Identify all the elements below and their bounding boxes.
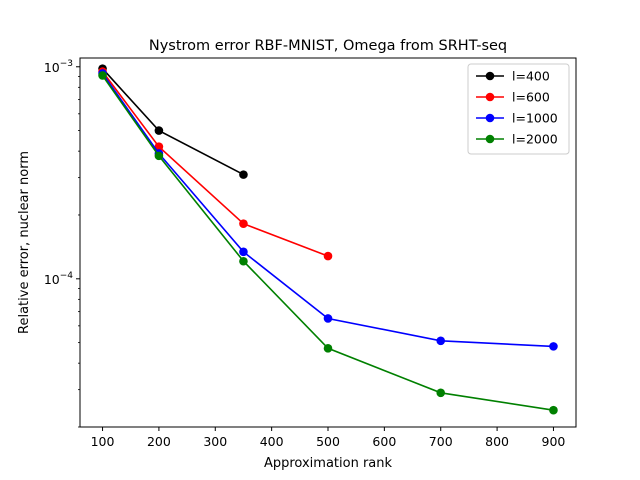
y-tick-label: 10−3 [44, 59, 73, 75]
series-line [101, 73, 554, 348]
data-point [239, 219, 248, 228]
y-tick-label: 10−4 [44, 271, 73, 287]
legend: l=400 l=600 l=1000 l=2000 [467, 63, 570, 155]
series-l=400 [98, 64, 248, 179]
legend-marker [485, 113, 495, 123]
data-point [239, 170, 248, 179]
x-tick-label: 200 [147, 434, 171, 449]
legend-box [467, 63, 570, 155]
legend-item: l=1000 [476, 111, 558, 126]
x-tick-label: 500 [316, 434, 340, 449]
data-point [436, 336, 446, 346]
x-tick-label: 700 [429, 434, 453, 449]
data-point [323, 251, 333, 261]
series-l=2000 [98, 71, 558, 415]
x-tick-label: 900 [542, 434, 566, 449]
legend-item: l=400 [476, 69, 550, 84]
data-point [549, 405, 558, 415]
data-point [239, 247, 248, 257]
chart-title: Nystrom error RBF-MNIST, Omega from SRHT… [149, 38, 507, 54]
x-axis-label: Approximation rank [264, 456, 393, 471]
data-point [436, 388, 446, 398]
data-point [323, 344, 333, 353]
axis-ticks: 100 200 300 400 500 600 700 800 900 10−4 10−3 [44, 59, 566, 449]
legend-label: l=1000 [512, 111, 558, 126]
legend-label: l=600 [512, 90, 550, 105]
legend-item: l=2000 [476, 132, 558, 147]
data-point [549, 342, 558, 351]
data-point [154, 126, 164, 135]
legend-marker [485, 92, 495, 102]
data-point [239, 256, 248, 266]
x-tick-label: 100 [91, 434, 115, 449]
x-tick-label: 400 [260, 434, 284, 449]
series-line [101, 71, 329, 257]
legend-label: l=400 [512, 69, 550, 84]
legend-marker [485, 134, 495, 144]
data-point [98, 71, 107, 80]
legend-marker [485, 71, 495, 81]
x-tick-label: 600 [372, 434, 396, 449]
x-tick-label: 800 [485, 434, 509, 449]
data-point [323, 314, 333, 323]
data-point [154, 142, 164, 151]
x-tick-label: 300 [203, 434, 227, 449]
series-layer [98, 64, 558, 415]
plot-frame [79, 57, 577, 428]
y-axis-label: Relative error, nuclear norm [17, 151, 32, 334]
data-point [154, 151, 164, 161]
legend-label: l=2000 [512, 132, 558, 147]
legend-item: l=600 [476, 90, 550, 105]
series-line [101, 75, 554, 411]
